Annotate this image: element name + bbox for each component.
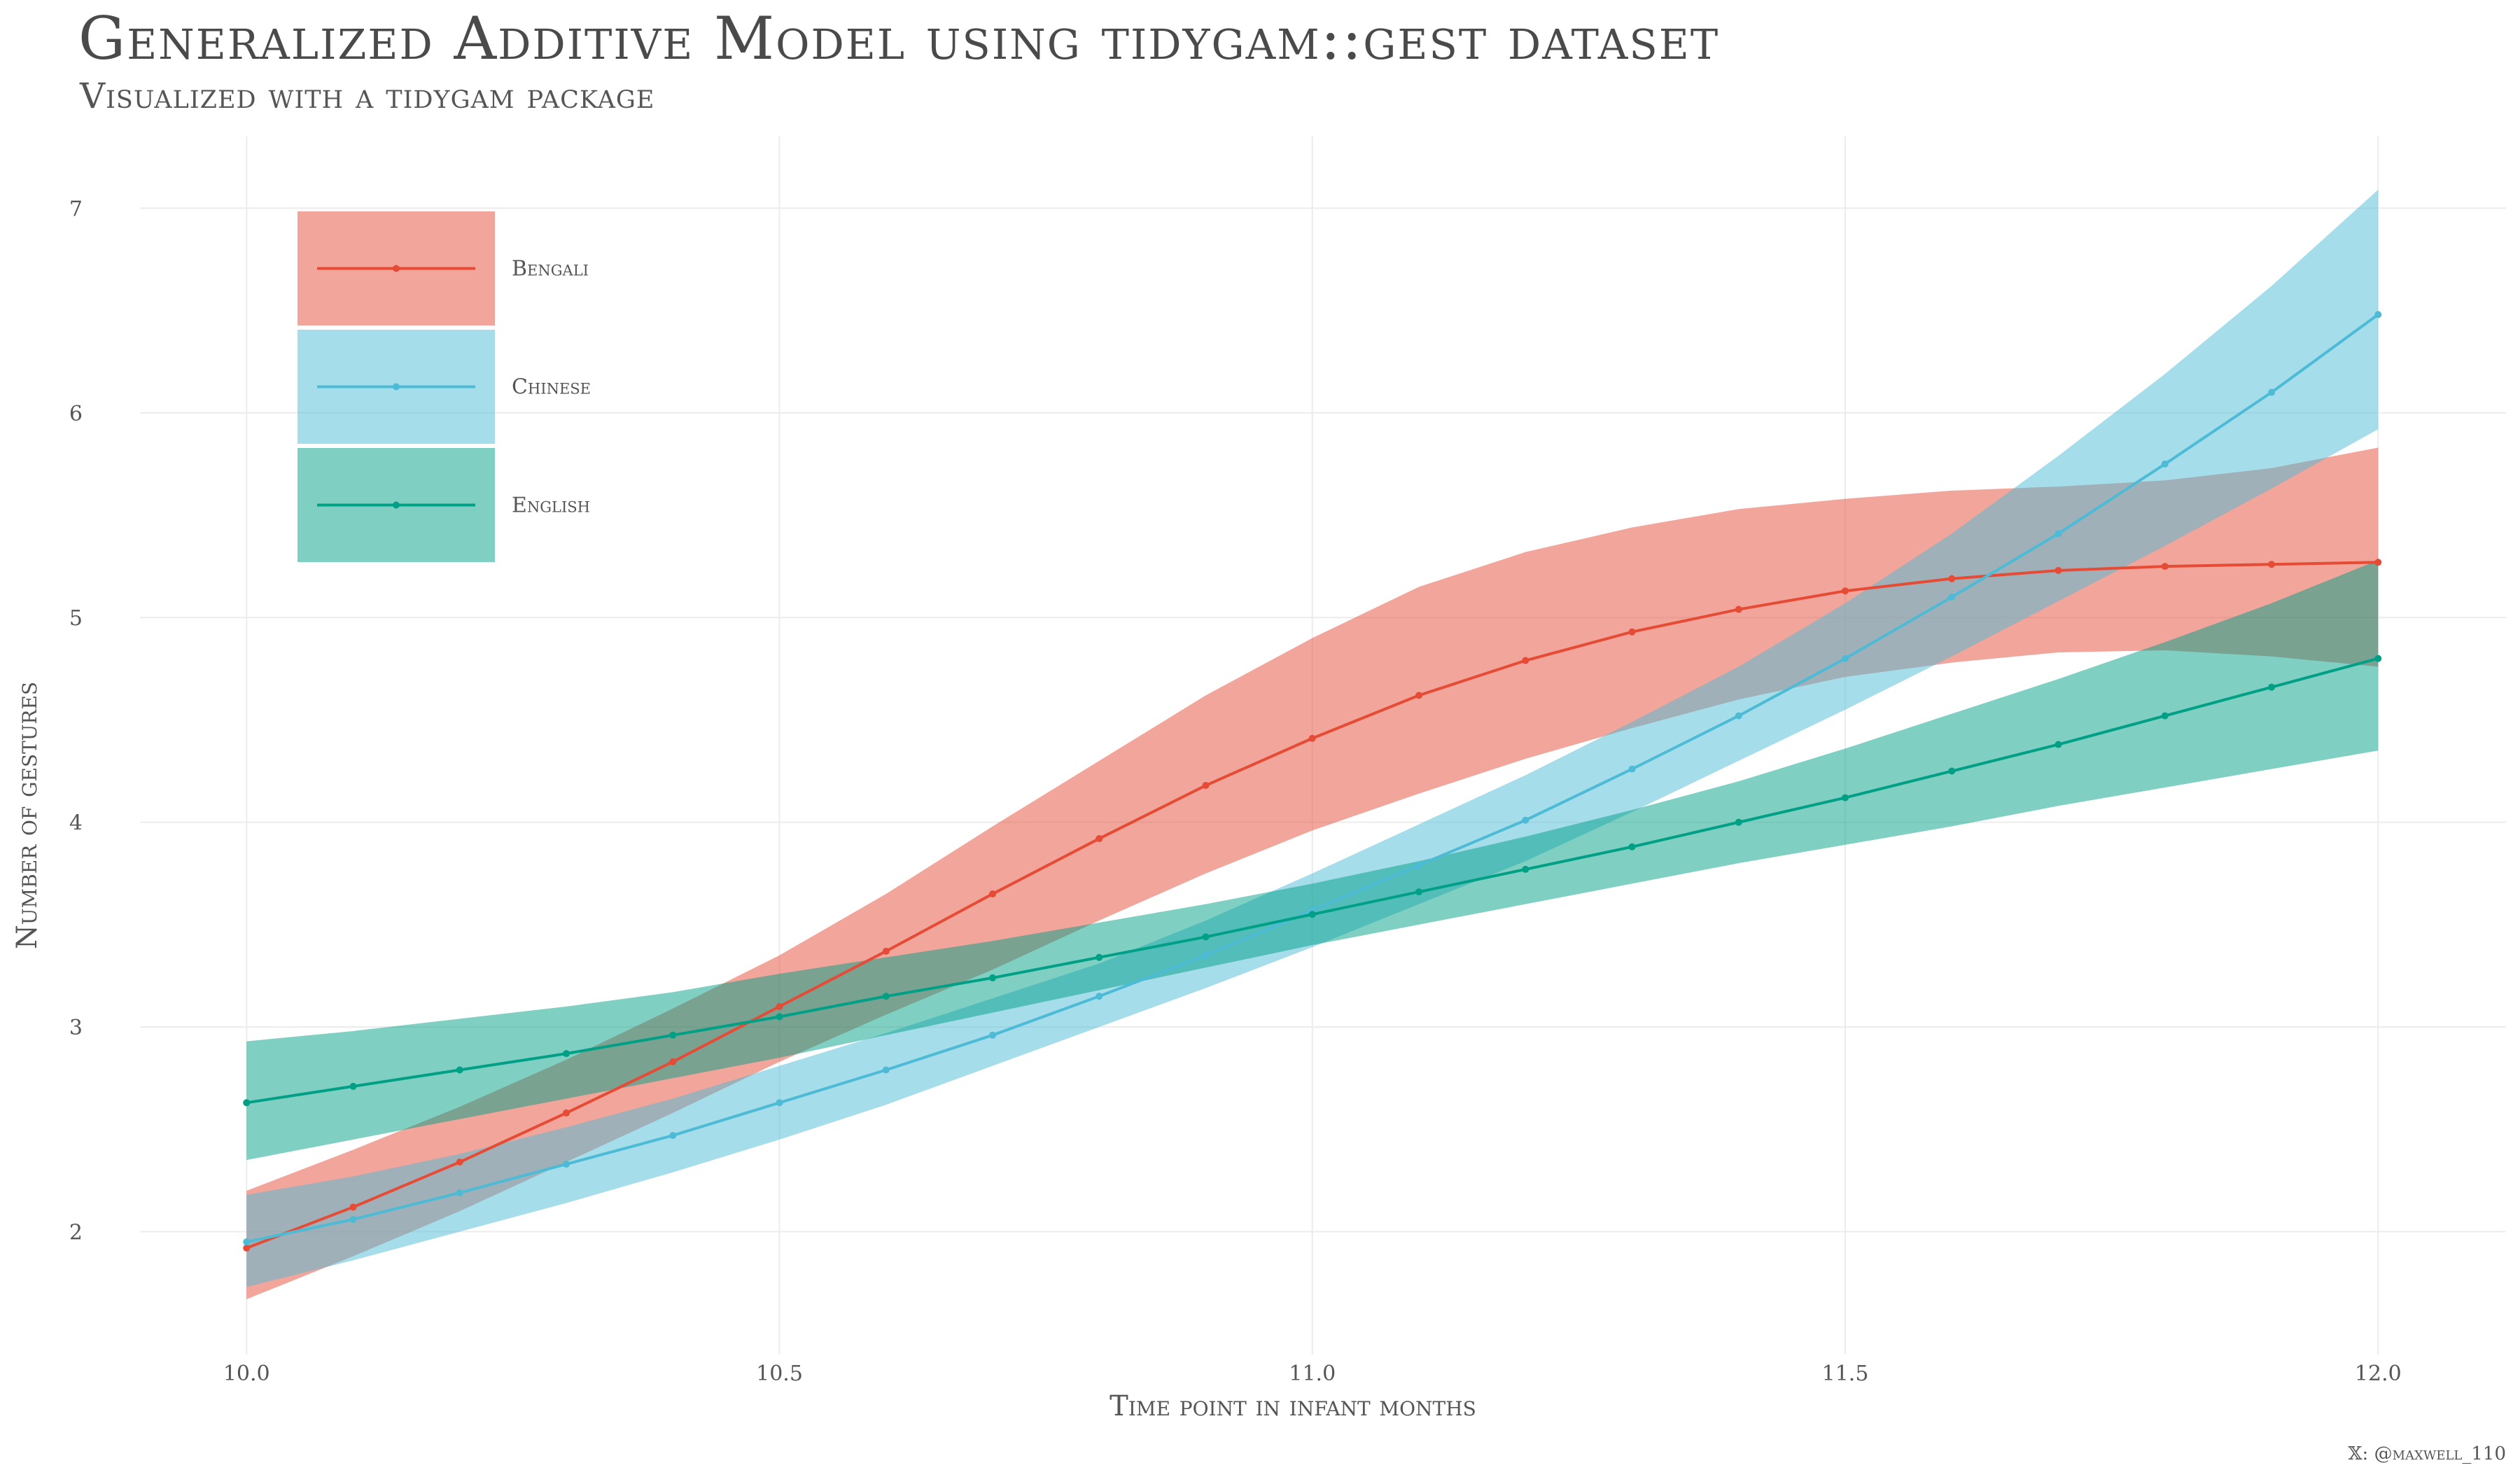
x-tick-label: 11.5	[1822, 1362, 1869, 1386]
legend: Bengali Chinese English	[298, 211, 591, 562]
legend-label: Chinese	[512, 375, 591, 400]
point-bengali	[1628, 628, 1636, 636]
chart-subtitle: Visualized with a tidygam package	[80, 76, 655, 116]
point-english	[669, 1031, 677, 1039]
y-tick-label: 7	[69, 197, 83, 221]
point-bengali	[349, 1203, 357, 1211]
point-chinese	[2161, 460, 2169, 468]
point-english	[243, 1099, 251, 1107]
x-axis-label: Time point in infant months	[1110, 1390, 1476, 1422]
point-bengali	[1415, 692, 1423, 699]
point-english	[776, 1013, 783, 1021]
point-bengali	[1735, 606, 1742, 613]
point-chinese	[1096, 993, 1103, 1000]
point-chinese	[1202, 951, 1210, 959]
point-bengali	[2268, 561, 2276, 568]
point-bengali	[882, 947, 890, 955]
point-bengali	[669, 1058, 677, 1065]
point-chinese	[776, 1099, 783, 1107]
point-english	[349, 1082, 357, 1090]
point-english	[2054, 741, 2062, 748]
point-chinese	[1735, 712, 1742, 720]
series-points	[243, 311, 2382, 1252]
point-bengali	[2374, 559, 2382, 566]
x-tick-label: 11.0	[1289, 1362, 1336, 1386]
band-chinese	[246, 190, 2379, 1287]
point-chinese	[1948, 593, 1956, 601]
point-english	[989, 974, 997, 981]
point-chinese	[349, 1215, 357, 1223]
point-english	[1735, 818, 1742, 826]
point-chinese	[1628, 765, 1636, 773]
point-bengali	[2161, 563, 2169, 570]
point-english	[1842, 794, 1849, 802]
point-english	[1202, 933, 1210, 941]
point-bengali	[1202, 782, 1210, 790]
point-chinese	[1415, 862, 1423, 869]
point-bengali	[1842, 587, 1849, 595]
legend-label: English	[512, 493, 590, 518]
point-bengali	[2054, 566, 2062, 574]
point-bengali	[989, 890, 997, 898]
point-bengali	[1522, 657, 1530, 664]
y-tick-label: 5	[69, 606, 83, 631]
point-chinese	[1842, 654, 1849, 662]
point-chinese	[243, 1238, 251, 1246]
point-english	[2161, 712, 2169, 720]
point-bengali	[1948, 575, 1956, 582]
legend-key-point	[393, 501, 400, 509]
point-chinese	[456, 1189, 463, 1196]
chart-title: Generalized Additive Model using tidygam…	[78, 4, 1720, 73]
point-chinese	[2268, 388, 2276, 396]
point-bengali	[1308, 734, 1316, 742]
legend-item-chinese: Chinese	[298, 330, 591, 444]
point-chinese	[1522, 816, 1530, 824]
legend-key-point	[393, 265, 400, 272]
point-english	[2374, 654, 2382, 662]
legend-label: Bengali	[512, 257, 589, 281]
legend-item-english: English	[298, 448, 590, 562]
caption: 𝕏: @maxwell_110	[2348, 1443, 2506, 1464]
point-english	[563, 1050, 570, 1058]
legend-item-bengali: Bengali	[298, 211, 589, 326]
y-tick-label: 2	[69, 1221, 83, 1245]
point-english	[2268, 683, 2276, 691]
point-english	[456, 1066, 463, 1074]
point-english	[1096, 953, 1103, 961]
point-chinese	[563, 1161, 570, 1168]
point-bengali	[243, 1244, 251, 1252]
x-tick-label: 12.0	[2355, 1362, 2402, 1386]
point-chinese	[882, 1066, 890, 1074]
y-axis-label: Number of gestures	[11, 682, 43, 949]
y-tick-label: 6	[69, 402, 83, 426]
point-bengali	[563, 1109, 570, 1116]
point-english	[1522, 865, 1530, 873]
point-english	[1308, 911, 1316, 918]
x-tick-label: 10.0	[223, 1362, 270, 1386]
point-bengali	[1096, 835, 1103, 843]
y-tick-label: 4	[69, 811, 83, 836]
axis-ticks: 2 3 4 5 6 7 10.0 10.5 11.0 11.5 12.0	[69, 197, 2402, 1386]
point-english	[1948, 767, 1956, 775]
point-english	[1628, 843, 1636, 850]
point-chinese	[669, 1132, 677, 1140]
point-english	[1415, 888, 1423, 896]
y-tick-label: 3	[69, 1016, 83, 1040]
point-bengali	[776, 1002, 783, 1010]
point-chinese	[2054, 530, 2062, 538]
band-english	[246, 560, 2379, 1161]
x-tick-label: 10.5	[756, 1362, 803, 1386]
point-english	[882, 993, 890, 1000]
point-chinese	[2374, 311, 2382, 318]
point-bengali	[456, 1158, 463, 1166]
point-chinese	[989, 1031, 997, 1039]
legend-key-point	[393, 383, 400, 391]
